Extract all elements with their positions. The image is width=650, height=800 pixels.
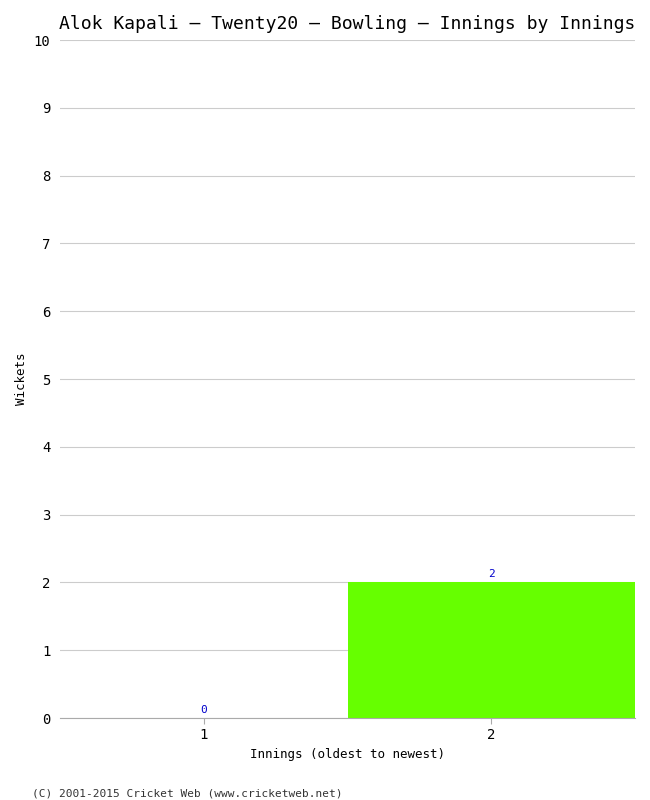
Bar [348, 582, 635, 718]
Text: 2: 2 [488, 569, 495, 579]
Text: 0: 0 [200, 705, 207, 714]
Text: (C) 2001-2015 Cricket Web (www.cricketweb.net): (C) 2001-2015 Cricket Web (www.cricketwe… [32, 788, 343, 798]
Y-axis label: Wickets: Wickets [15, 353, 28, 406]
X-axis label: Innings (oldest to newest): Innings (oldest to newest) [250, 748, 445, 761]
Title: Alok Kapali – Twenty20 – Bowling – Innings by Innings: Alok Kapali – Twenty20 – Bowling – Innin… [59, 15, 636, 33]
